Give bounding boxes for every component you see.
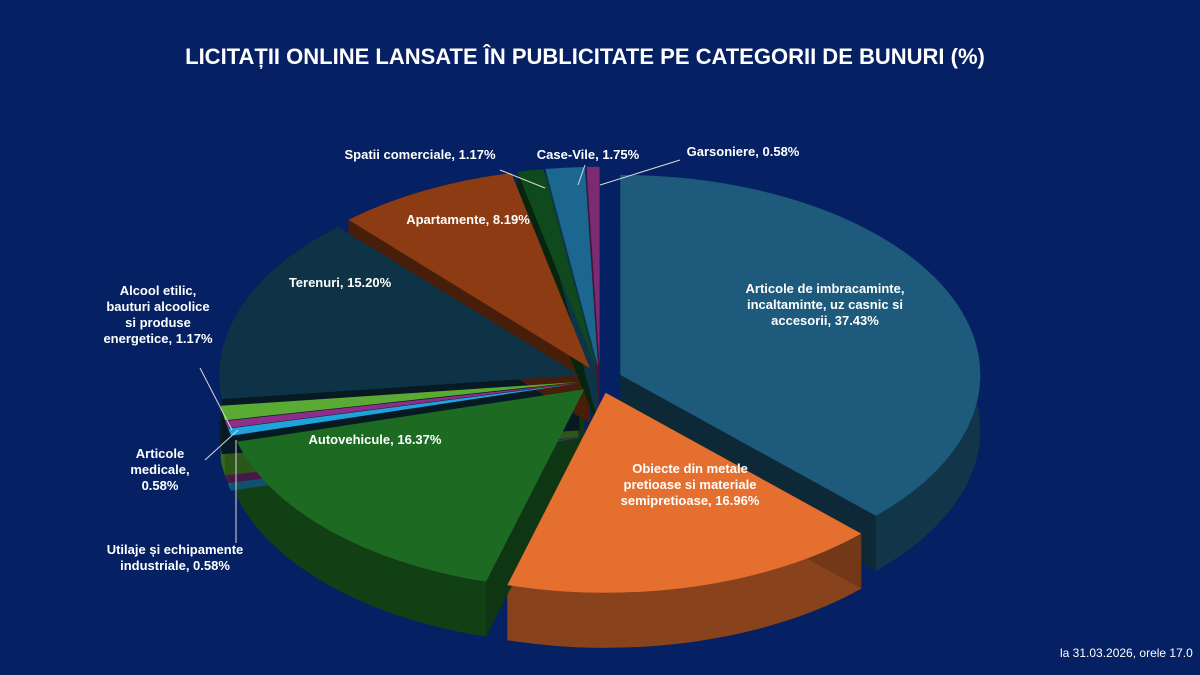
slice — [517, 169, 596, 368]
leader-line — [577, 164, 586, 186]
slice — [219, 226, 580, 400]
slice — [586, 166, 600, 367]
data-label: Alcool etilic, bauturi alcoolice si prod… — [103, 283, 213, 346]
data-label: Utilaje și echipamente industriale, 0.58… — [106, 542, 244, 573]
data-label: Garsoniere, 0.58% — [686, 144, 800, 159]
data-label: Articole medicale, 0.58% — [130, 446, 190, 493]
data-label: Articole de imbracaminte, incaltaminte, … — [745, 281, 905, 328]
data-label: Terenuri, 15.20% — [288, 275, 392, 290]
slice — [545, 166, 598, 367]
leader-line — [199, 367, 233, 431]
data-label: Autovehicule, 16.37% — [308, 432, 442, 447]
slice-wall — [507, 533, 862, 648]
leader-line — [599, 159, 681, 186]
slice — [236, 389, 585, 582]
footer-note: la 31.03.2026, orele 17.0 — [1060, 646, 1193, 660]
slice — [348, 173, 590, 369]
slice-edge — [486, 389, 585, 637]
chart-title: LICITAȚII ONLINE LANSATE ÎN PUBLICITATE … — [185, 44, 985, 69]
slice — [620, 174, 981, 516]
slice — [228, 383, 579, 436]
slice — [220, 382, 579, 421]
data-label: Apartamente, 8.19% — [406, 212, 530, 227]
slice — [507, 392, 862, 593]
leader-line — [499, 169, 546, 189]
leader-line — [204, 429, 239, 461]
slice — [225, 382, 579, 429]
data-label: Spatii comerciale, 1.17% — [344, 147, 496, 162]
data-label: Obiecte din metale pretioase si material… — [620, 461, 760, 508]
slice-wall — [236, 441, 487, 637]
data-label: Case-Vile, 1.75% — [536, 147, 640, 162]
